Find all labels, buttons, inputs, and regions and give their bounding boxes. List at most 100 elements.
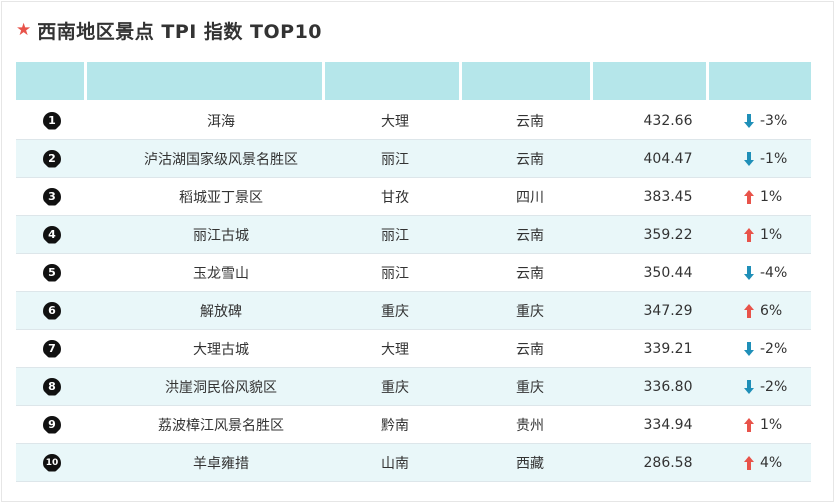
attraction-name: 荔波樟江风景名胜区 [158,417,284,434]
city-cell: 山南 [381,455,409,472]
rank-cell: 7 [16,339,86,358]
change-cell: 1% [726,189,811,205]
arrow-down-icon [744,113,754,128]
rank-badge: 10 [43,453,61,472]
city-cell: 丽江 [381,151,409,168]
city-cell: 丽江 [381,265,409,282]
city-cell: 重庆 [381,379,409,396]
attraction-name: 羊卓雍措 [193,455,249,472]
rank-badge: 2 [43,149,61,168]
change-value: -3% [760,112,788,129]
arrow-up-icon [744,455,754,470]
attraction-name: 洪崖洞民俗风貌区 [165,379,277,396]
rank-cell: 8 [16,377,86,396]
province-cell: 重庆 [516,379,544,396]
attraction-name: 丽江古城 [193,227,249,244]
arrow-down-icon [744,151,754,166]
table-row: 3 稻城亚丁景区 甘孜 四川 383.45 1% [16,178,811,216]
city-cell: 丽江 [381,227,409,244]
table-row: 6 解放碑 重庆 重庆 347.29 6% [16,292,811,330]
header-cell-province [462,62,590,100]
table-row: 8 洪崖洞民俗风貌区 重庆 重庆 336.80 -2% [16,368,811,406]
table-row: 7 大理古城 大理 云南 339.21 -2% [16,330,811,368]
attraction-name: 解放碑 [200,303,242,320]
attraction-name: 洱海 [207,113,235,130]
arrow-up-icon [744,227,754,242]
tpi-index-cell: 350.44 [643,264,693,281]
table-row: 10 羊卓雍措 山南 西藏 286.58 4% [16,444,811,482]
rank-badge: 1 [43,111,61,130]
table-row: 4 丽江古城 丽江 云南 359.22 1% [16,216,811,254]
table-header [16,62,811,100]
change-value: -4% [760,264,788,281]
arrow-down-icon [744,341,754,356]
header-cell-rank [16,62,84,100]
change-cell: -2% [726,341,811,357]
arrow-up-icon [744,417,754,432]
star-icon: ★ [16,19,32,40]
arrow-up-icon [744,189,754,204]
change-value: 1% [760,226,783,243]
province-cell: 西藏 [516,455,544,472]
arrow-down-icon [744,265,754,280]
tpi-index-cell: 336.80 [643,378,693,395]
attraction-name: 大理古城 [193,341,249,358]
attraction-name: 泸沽湖国家级风景名胜区 [144,151,298,168]
rank-badge: 7 [43,339,61,358]
rank-badge: 5 [43,263,61,282]
city-cell: 甘孜 [381,189,409,206]
rank-badge: 6 [43,301,61,320]
change-cell: 4% [726,455,811,471]
change-cell: -4% [726,265,811,281]
city-cell: 大理 [381,341,409,358]
province-cell: 云南 [516,341,544,358]
table-row: 2 泸沽湖国家级风景名胜区 丽江 云南 404.47 -1% [16,140,811,178]
change-value: 4% [760,454,783,471]
change-value: -2% [760,378,788,395]
city-cell: 黔南 [381,417,409,434]
province-cell: 四川 [516,189,544,206]
rank-cell: 4 [16,225,86,244]
province-cell: 重庆 [516,303,544,320]
change-value: 6% [760,302,783,319]
change-cell: -3% [726,113,811,129]
tpi-index-cell: 432.66 [643,112,693,129]
rank-cell: 5 [16,263,86,282]
table-row: 9 荔波樟江风景名胜区 黔南 贵州 334.94 1% [16,406,811,444]
change-cell: 1% [726,417,811,433]
rank-cell: 2 [16,149,86,168]
province-cell: 云南 [516,227,544,244]
tpi-index-cell: 339.21 [643,340,693,357]
attraction-name: 稻城亚丁景区 [179,189,263,206]
rank-badge: 9 [43,415,61,434]
header-cell-city [324,62,460,100]
table-row: 1 洱海 大理 云南 432.66 -3% [16,102,811,140]
province-cell: 贵州 [516,417,544,434]
province-cell: 云南 [516,113,544,130]
tpi-index-cell: 286.58 [643,454,693,471]
tpi-index-cell: 359.22 [643,226,693,243]
tpi-index-cell: 383.45 [643,188,693,205]
tpi-table: 1 洱海 大理 云南 432.66 -3% 2 泸沽湖国家级风景名胜区 丽江 云南 404.47 -1… [16,62,811,482]
change-cell: -1% [726,151,811,167]
tpi-index-cell: 334.94 [643,416,693,433]
header-cell-index [592,62,707,100]
city-cell: 重庆 [381,303,409,320]
province-cell: 云南 [516,265,544,282]
arrow-up-icon [744,303,754,318]
header-cell-change [709,62,811,100]
rank-cell: 1 [16,111,86,130]
header-cell-name [86,62,322,100]
rank-cell: 6 [16,301,86,320]
tpi-index-cell: 347.29 [643,302,693,319]
rank-cell: 3 [16,187,86,206]
tpi-index-cell: 404.47 [643,150,693,167]
change-cell: 1% [726,227,811,243]
change-value: 1% [760,188,783,205]
table-row: 5 玉龙雪山 丽江 云南 350.44 -4% [16,254,811,292]
change-value: 1% [760,416,783,433]
arrow-down-icon [744,379,754,394]
rank-cell: 10 [16,453,86,472]
attraction-name: 玉龙雪山 [193,265,249,282]
rank-cell: 9 [16,415,86,434]
